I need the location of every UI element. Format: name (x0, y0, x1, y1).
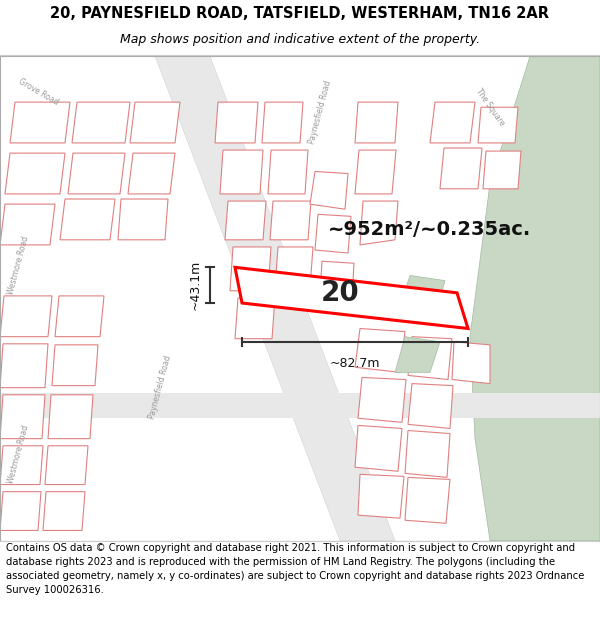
Polygon shape (220, 150, 263, 194)
Text: ~43.1m: ~43.1m (189, 260, 202, 310)
Polygon shape (405, 478, 450, 523)
Polygon shape (360, 201, 398, 245)
Polygon shape (225, 201, 266, 240)
Polygon shape (0, 395, 45, 439)
Polygon shape (5, 153, 65, 194)
Polygon shape (470, 56, 600, 541)
Polygon shape (55, 296, 104, 337)
Polygon shape (0, 344, 48, 388)
Polygon shape (0, 446, 43, 484)
Polygon shape (320, 261, 354, 298)
Polygon shape (275, 247, 313, 288)
Polygon shape (0, 296, 52, 337)
Text: Map shows position and indicative extent of the property.: Map shows position and indicative extent… (120, 33, 480, 46)
Polygon shape (45, 446, 88, 484)
Polygon shape (60, 199, 115, 240)
Polygon shape (118, 199, 168, 240)
Polygon shape (48, 395, 93, 439)
Polygon shape (440, 148, 482, 189)
Polygon shape (355, 150, 396, 194)
Text: 20: 20 (321, 279, 360, 307)
Polygon shape (358, 474, 404, 518)
Polygon shape (262, 102, 303, 143)
Polygon shape (483, 151, 521, 189)
Polygon shape (405, 431, 450, 478)
Polygon shape (452, 342, 490, 384)
Text: Contains OS data © Crown copyright and database right 2021. This information is : Contains OS data © Crown copyright and d… (6, 544, 584, 596)
Text: Paynesfield Road: Paynesfield Road (307, 79, 333, 145)
Polygon shape (235, 298, 275, 339)
Polygon shape (230, 247, 271, 291)
Polygon shape (268, 150, 308, 194)
Text: Paynesfield Road: Paynesfield Road (147, 355, 173, 421)
Polygon shape (310, 171, 348, 209)
Text: ~82.7m: ~82.7m (330, 357, 380, 370)
Polygon shape (215, 102, 258, 143)
Polygon shape (408, 384, 453, 429)
Polygon shape (0, 204, 55, 245)
Text: 20, PAYNESFIELD ROAD, TATSFIELD, WESTERHAM, TN16 2AR: 20, PAYNESFIELD ROAD, TATSFIELD, WESTERH… (50, 6, 550, 21)
Text: Westmore Road: Westmore Road (6, 235, 30, 296)
Polygon shape (315, 214, 351, 253)
Polygon shape (72, 102, 130, 143)
Polygon shape (0, 492, 41, 531)
Polygon shape (408, 337, 452, 379)
Polygon shape (155, 56, 395, 541)
Polygon shape (52, 345, 98, 386)
Text: Grove Road: Grove Road (17, 77, 59, 107)
Polygon shape (270, 201, 311, 240)
Text: ~952m²/~0.235ac.: ~952m²/~0.235ac. (328, 220, 532, 239)
Polygon shape (68, 153, 125, 194)
Polygon shape (400, 276, 445, 316)
Polygon shape (10, 102, 70, 143)
Polygon shape (128, 153, 175, 194)
Polygon shape (130, 102, 180, 143)
Polygon shape (430, 102, 475, 143)
Polygon shape (355, 426, 402, 471)
Text: The Square: The Square (474, 87, 506, 128)
Polygon shape (478, 107, 518, 143)
Polygon shape (235, 268, 468, 329)
Polygon shape (0, 392, 600, 418)
Polygon shape (43, 492, 85, 531)
Polygon shape (355, 102, 398, 143)
Polygon shape (355, 329, 405, 372)
Polygon shape (358, 378, 406, 423)
Polygon shape (395, 337, 440, 372)
Text: Westmore Road: Westmore Road (6, 424, 30, 484)
